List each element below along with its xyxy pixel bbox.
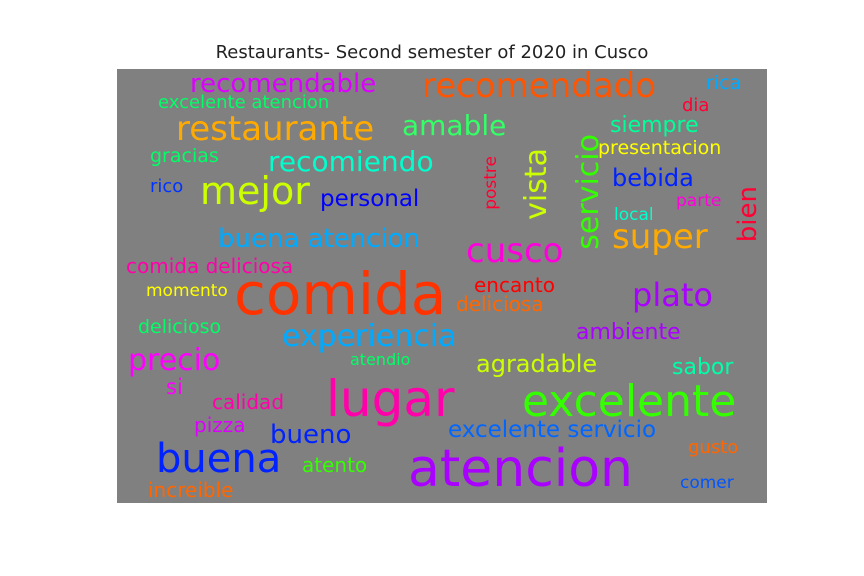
word-siempre: siempre — [610, 113, 699, 138]
word-bien: bien — [733, 186, 763, 242]
word-excelente: excelente — [522, 376, 736, 427]
word-personal: personal — [320, 186, 419, 212]
word-experiencia: experiencia — [282, 319, 457, 354]
word-atencion: atencion — [408, 439, 633, 499]
word-presentacion: presentacion — [598, 137, 721, 159]
word-encanto: encanto — [474, 273, 555, 297]
word-excelente-atencion: excelente atencion — [158, 92, 329, 113]
word-bueno: bueno — [270, 420, 351, 450]
word-calidad: calidad — [212, 390, 284, 414]
word-amable: amable — [402, 109, 506, 142]
word-super: super — [612, 217, 708, 257]
word-si: si — [166, 375, 183, 399]
word-comida: comida — [234, 260, 446, 328]
word-recomendado: recomendado — [422, 66, 656, 106]
word-pizza: pizza — [194, 413, 246, 437]
word-bebida: bebida — [612, 164, 694, 192]
word-agradable: agradable — [476, 350, 597, 378]
word-comer: comer — [680, 473, 734, 493]
word-servicio: servicio — [571, 134, 606, 250]
word-precio: precio — [128, 343, 220, 378]
word-mejor: mejor — [200, 169, 310, 213]
word-cloud-background — [117, 69, 767, 503]
chart-title: Restaurants- Second semester of 2020 in … — [215, 42, 649, 63]
word-atendio: atendio — [350, 350, 410, 369]
word-local: local — [614, 205, 654, 225]
word-ambiente: ambiente — [576, 320, 681, 345]
word-rica: rica — [706, 72, 741, 94]
word-dia: dia — [682, 95, 709, 116]
word-gracias: gracias — [150, 145, 219, 167]
word-parte: parte — [676, 191, 721, 211]
word-atento: atento — [302, 453, 367, 477]
word-plato: plato — [632, 276, 713, 314]
word-postre: postre — [481, 156, 501, 210]
word-recomendable: recomendable — [190, 69, 376, 99]
word-buena-atencion: buena atencion — [218, 224, 420, 254]
word-vista: vista — [519, 148, 554, 220]
word-gusto: gusto — [688, 437, 738, 458]
word-sabor: sabor — [672, 355, 734, 380]
word-rico: rico — [150, 176, 183, 197]
word-recomiendo: recomiendo — [268, 145, 434, 178]
word-buena: buena — [156, 436, 281, 482]
word-restaurante: restaurante — [176, 109, 374, 149]
word-delicioso: delicioso — [138, 316, 221, 338]
word-lugar: lugar — [326, 370, 455, 428]
word-momento: momento — [146, 281, 228, 301]
word-excelente-servicio: excelente servicio — [448, 417, 656, 443]
word-increible: increible — [148, 478, 233, 502]
word-deliciosa: deliciosa — [456, 292, 544, 316]
word-comida-deliciosa: comida deliciosa — [126, 254, 293, 278]
word-cusco: cusco — [466, 231, 563, 271]
